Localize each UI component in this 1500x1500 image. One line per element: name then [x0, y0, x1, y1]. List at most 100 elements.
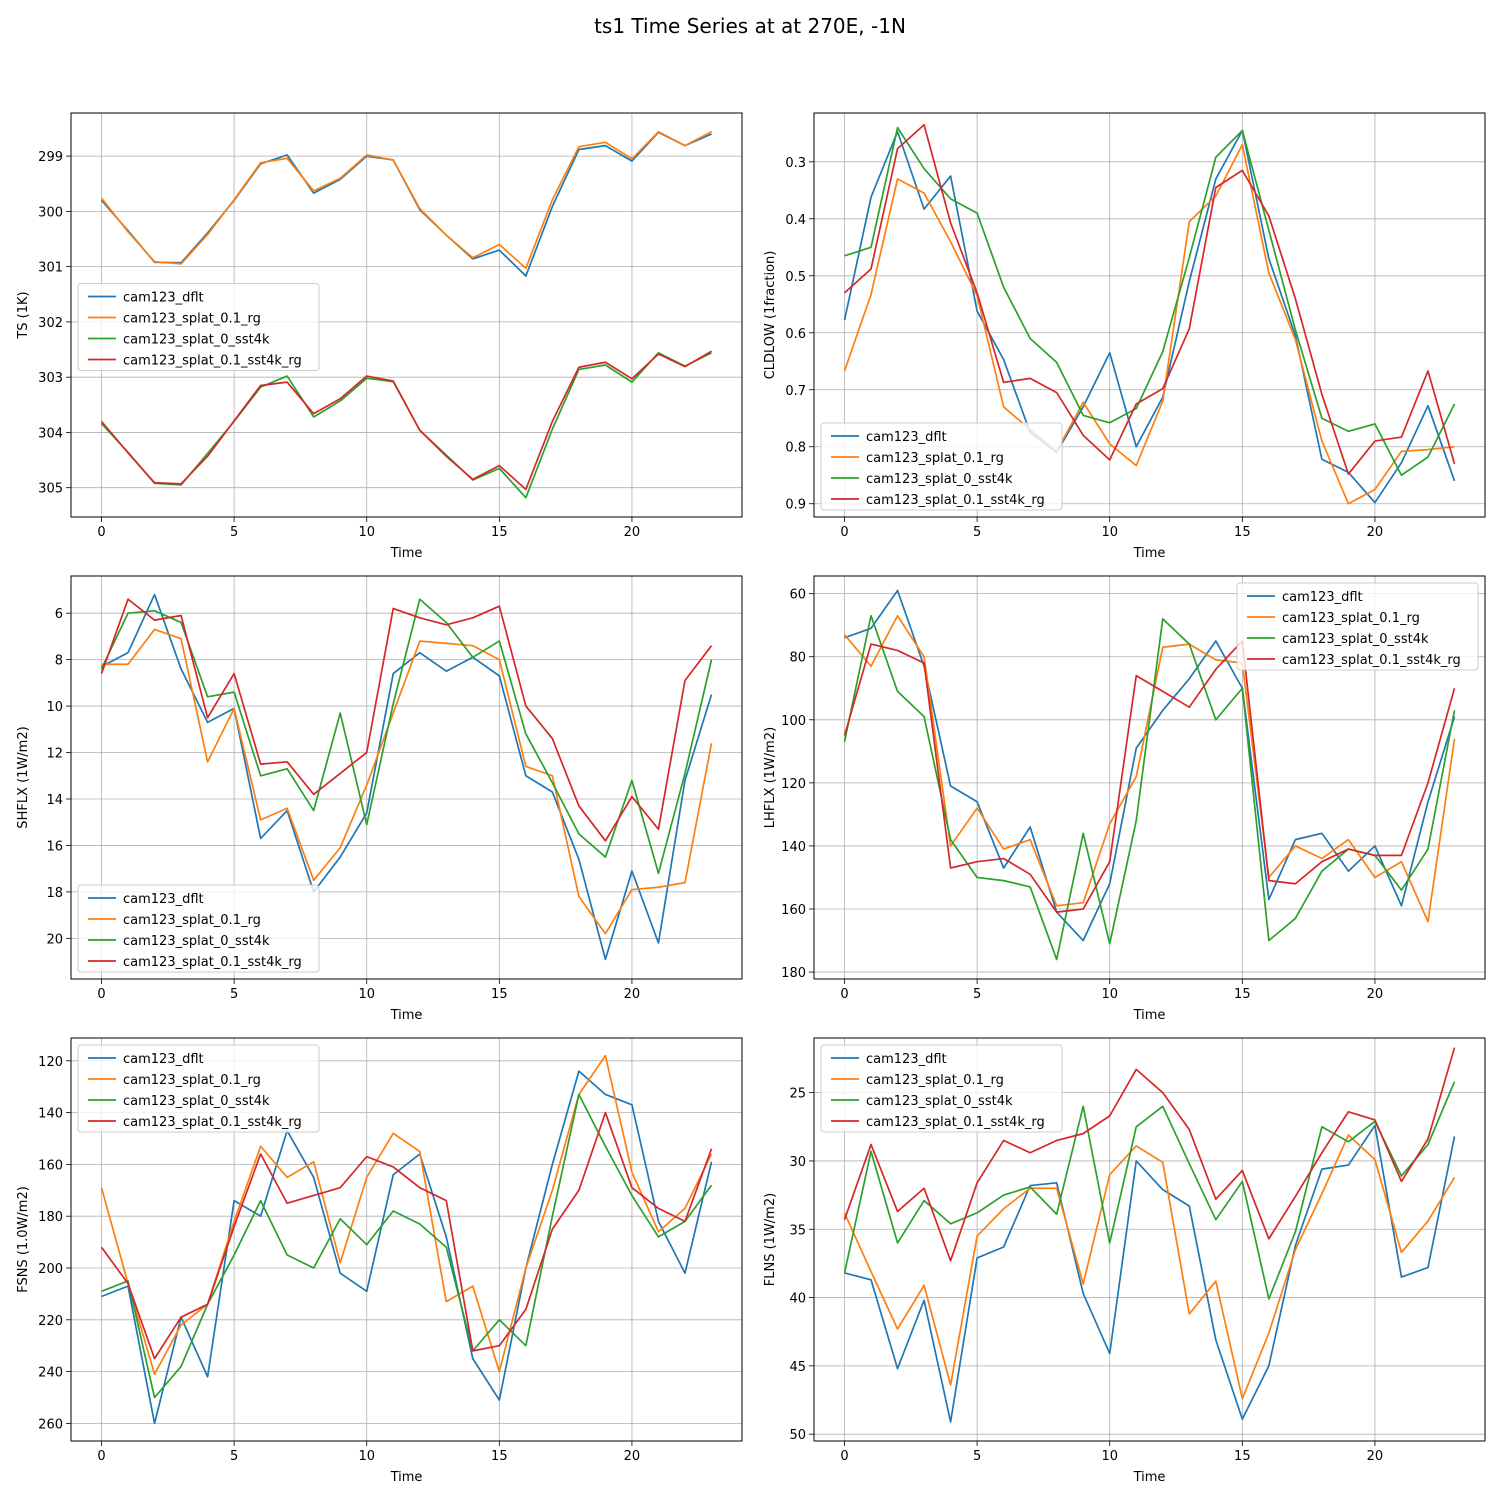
legend-label: cam123_splat_0_sst4k — [866, 472, 1013, 487]
y-tick-label: 50 — [789, 1428, 806, 1443]
x-tick-label: 0 — [840, 525, 848, 540]
x-axis-label: Time — [390, 1470, 423, 1485]
y-tick-label: 30 — [789, 1155, 806, 1170]
legend-box — [77, 283, 320, 371]
legend-label: cam123_splat_0.1_sst4k_rg — [1282, 653, 1461, 668]
x-tick-label: 0 — [97, 987, 105, 1002]
series-line-cam123_dflt — [843, 129, 1456, 504]
x-tick-label: 15 — [1234, 987, 1251, 1002]
series-line-cam123_dflt — [100, 131, 712, 277]
legend-label: cam123_splat_0_sst4k — [123, 333, 270, 348]
y-tick-label: 140 — [38, 1107, 63, 1122]
legend-label: cam123_splat_0.1_rg — [866, 1073, 1004, 1088]
series-line-cam123_splat_0_sst4k — [844, 126, 1456, 477]
legend-label: cam123_splat_0_sst4k — [866, 1094, 1013, 1109]
x-tick-label: 15 — [491, 525, 508, 540]
y-tick-label: 160 — [38, 1158, 63, 1173]
y-tick-label: 0.7 — [785, 384, 806, 399]
axes-frame — [813, 1037, 1486, 1442]
y-axis-label: LHFLX (1W/m2) — [763, 727, 778, 828]
y-tick-label: 0.3 — [785, 156, 806, 171]
x-tick-label: 5 — [230, 1449, 238, 1464]
axes-frame — [813, 112, 1486, 518]
legend-box — [77, 1044, 320, 1133]
x-tick-label: 20 — [624, 525, 641, 540]
legend-box — [77, 884, 320, 973]
x-tick-label: 20 — [624, 1449, 641, 1464]
y-tick-label: 40 — [789, 1292, 806, 1307]
legend-label: cam123_splat_0.1_rg — [123, 312, 261, 327]
axes-frame — [70, 1037, 743, 1442]
y-tick-label: 25 — [789, 1087, 806, 1102]
x-tick-label: 15 — [491, 1449, 508, 1464]
subplot-3: 0 5 10 15 20 6 8 10 12 14 16 18 20 Time SHFLX (1W/m2) c… — [16, 575, 743, 1023]
y-tick-label: 301 — [38, 261, 63, 276]
axes-frame — [70, 575, 743, 980]
x-tick-label: 20 — [1367, 525, 1384, 540]
legend-label: cam123_splat_0.1_rg — [1282, 611, 1420, 626]
series-line-cam123_splat_0.1_rg — [100, 1054, 713, 1376]
legend-label: cam123_dflt — [866, 430, 947, 445]
x-tick-label: 10 — [1101, 1449, 1118, 1464]
y-tick-label: 303 — [38, 371, 63, 386]
y-tick-label: 8 — [55, 654, 63, 669]
y-tick-label: 12 — [46, 747, 63, 762]
x-axis-label: Time — [1133, 1008, 1166, 1023]
legend-label: cam123_splat_0.1_sst4k_rg — [123, 354, 302, 369]
legend-label: cam123_dflt — [1282, 590, 1363, 605]
y-axis-label: CLDLOW (1fraction) — [763, 251, 778, 380]
legend: cam123_dflt cam123_splat_0.1_rg cam123_spl… — [77, 1044, 320, 1133]
x-tick-label: 15 — [491, 987, 508, 1002]
y-tick-label: 0.9 — [785, 498, 806, 513]
series-line-cam123_splat_0.1_sst4k_rg — [100, 598, 713, 842]
x-tick-label: 10 — [358, 525, 375, 540]
subplot-5: 0 5 10 15 20 120 140 160 180 200 220 240 260 Time FSNS… — [16, 1037, 743, 1485]
y-tick-label: 0.6 — [785, 327, 806, 342]
series-line-cam123_splat_0.1_sst4k_rg — [100, 1111, 713, 1360]
series-line-cam123_splat_0.1_rg — [101, 628, 713, 935]
x-tick-label: 5 — [230, 525, 238, 540]
x-axis-label: Time — [390, 546, 423, 561]
y-tick-label: 120 — [781, 777, 806, 792]
subplot-2: 0 5 10 15 20 0.3 0.4 0.5 0.6 0.7 0.8 0.9 Time CLDLOW … — [763, 112, 1486, 561]
y-tick-label: 180 — [38, 1210, 63, 1225]
legend-label: cam123_dflt — [123, 892, 204, 907]
y-tick-label: 200 — [38, 1262, 63, 1277]
axes-frame — [70, 112, 743, 518]
series-line-cam123_dflt — [101, 1070, 713, 1425]
y-tick-label: 100 — [781, 714, 806, 729]
x-tick-label: 5 — [230, 987, 238, 1002]
x-tick-label: 20 — [1367, 1449, 1384, 1464]
x-tick-label: 20 — [624, 987, 641, 1002]
y-axis-label: TS (1K) — [16, 291, 31, 339]
y-tick-label: 302 — [38, 316, 63, 331]
series-line-cam123_splat_0_sst4k — [843, 1081, 1456, 1300]
subplot-1: 0 5 10 15 20 299 300 301 302 303 304 305 Time TS (1K)… — [16, 112, 743, 561]
y-tick-label: 80 — [789, 651, 806, 666]
y-tick-label: 35 — [789, 1223, 806, 1238]
legend-label: cam123_splat_0.1_rg — [866, 451, 1004, 466]
series-line-cam123_splat_0.1_rg — [100, 130, 712, 270]
series-line-cam123_splat_0_sst4k — [100, 352, 712, 499]
y-tick-label: 260 — [38, 1417, 63, 1432]
legend-box — [820, 1044, 1063, 1133]
series-line-cam123_splat_0.1_sst4k_rg — [843, 640, 1456, 914]
series-line-cam123_splat_0.1_rg — [843, 143, 1455, 505]
legend: cam123_dflt cam123_splat_0.1_rg cam123_spl… — [77, 283, 320, 371]
legend: cam123_dflt cam123_splat_0.1_rg cam123_spl… — [820, 1044, 1063, 1133]
series-line-cam123_dflt — [844, 589, 1456, 942]
y-tick-label: 0.8 — [785, 441, 806, 456]
y-tick-label: 220 — [38, 1314, 63, 1329]
x-tick-label: 0 — [840, 1449, 848, 1464]
x-tick-label: 0 — [840, 987, 848, 1002]
y-tick-label: 60 — [789, 588, 806, 603]
legend-label: cam123_splat_0.1_sst4k_rg — [123, 955, 302, 970]
x-tick-label: 5 — [973, 525, 981, 540]
x-axis-label: Time — [1133, 1470, 1166, 1485]
y-tick-label: 304 — [38, 426, 63, 441]
y-tick-label: 16 — [46, 839, 63, 854]
y-tick-label: 305 — [38, 482, 63, 497]
y-tick-label: 120 — [38, 1055, 63, 1070]
y-tick-label: 6 — [55, 607, 63, 622]
